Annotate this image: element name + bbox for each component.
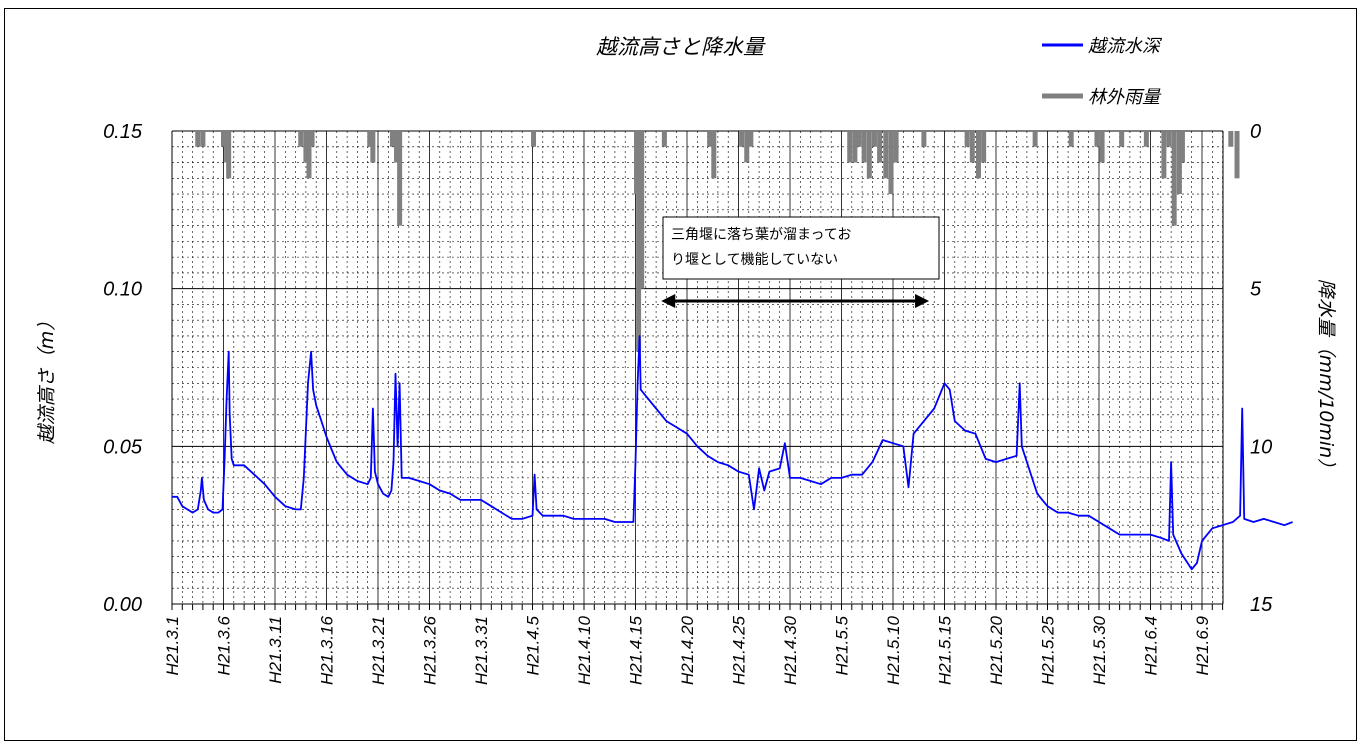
x-tick-label: H21.5.30 xyxy=(1090,615,1109,685)
rain-bar xyxy=(298,131,304,147)
rain-bar xyxy=(1228,131,1234,147)
x-tick-label: H21.3.1 xyxy=(163,616,182,676)
rain-bar xyxy=(306,131,312,179)
rain-bar xyxy=(1161,131,1167,179)
rain-bar xyxy=(1143,131,1149,147)
x-tick-label: H21.6.9 xyxy=(1193,615,1212,675)
rain-bar xyxy=(200,131,206,147)
x-tick-label: H21.4.25 xyxy=(730,615,749,685)
x-tick-label: H21.3.31 xyxy=(472,616,491,685)
rain-bar xyxy=(397,131,403,226)
rain-bar xyxy=(1032,131,1038,147)
rain-bar xyxy=(969,131,975,163)
rain-bar xyxy=(394,131,400,163)
rain-bar xyxy=(1176,131,1182,195)
rain-bar xyxy=(888,131,894,195)
rain-bar xyxy=(1166,131,1172,147)
rain-bar xyxy=(893,131,899,163)
annotation-line-2: り堰として機能していない xyxy=(671,252,838,268)
rain-bar xyxy=(744,131,750,163)
y-axis-left-ticks: 0.00 0.05 0.10 0.15 xyxy=(103,121,143,616)
x-tick-label: H21.4.10 xyxy=(575,615,594,685)
rain-bar xyxy=(921,131,927,147)
x-tick-label: H21.4.5 xyxy=(524,615,543,675)
rain-bar xyxy=(303,131,309,163)
rain-bar xyxy=(639,131,645,289)
rain-bar xyxy=(1094,131,1100,147)
x-tick-label: H21.3.16 xyxy=(318,615,337,685)
y-right-tick-label: 5 xyxy=(1250,279,1262,301)
rain-bar xyxy=(964,131,970,147)
x-tick-label: H21.3.26 xyxy=(421,615,440,685)
x-tick-label: H21.3.11 xyxy=(266,616,285,684)
rain-bar xyxy=(847,131,853,163)
rain-bar xyxy=(748,131,754,147)
rain-bar xyxy=(707,131,713,147)
rain-bar xyxy=(852,131,858,163)
x-tick-label: H21.5.15 xyxy=(936,615,955,685)
series-line-overflow-depth xyxy=(172,335,1293,571)
chart-title: 越流高さと降水量 xyxy=(596,35,766,59)
rain-bar xyxy=(367,131,373,147)
rain-bar xyxy=(221,131,226,147)
y-axis-left-label: 越流高さ（m） xyxy=(36,312,58,445)
y-left-tick-label: 0.10 xyxy=(103,279,142,301)
x-tick-label: H21.5.20 xyxy=(987,615,1006,685)
x-tick-label: H21.5.5 xyxy=(833,615,852,675)
rain-bar xyxy=(861,131,867,163)
y-left-tick-label: 0.05 xyxy=(103,436,143,458)
rain-bar xyxy=(877,131,883,163)
rain-bar xyxy=(975,131,981,179)
rain-bar xyxy=(981,131,987,163)
annotation-line-1: 三角堰に落ち葉が溜まってお xyxy=(671,227,851,243)
annotation-box xyxy=(662,216,940,280)
rain-bar xyxy=(739,131,745,147)
rain-bar xyxy=(370,131,376,163)
x-tick-label: H21.5.25 xyxy=(1039,615,1058,685)
rain-bar xyxy=(1068,131,1074,147)
x-axis-ticks: H21.3.1 H21.3.6 H21.3.11 H21.3.16 H21.3.21 H2… xyxy=(163,615,1212,685)
x-tick-label: H21.4.30 xyxy=(781,615,800,685)
x-tick-label: H21.4.15 xyxy=(627,615,646,685)
y-left-tick-label: 0.15 xyxy=(103,121,143,143)
arrow-head-right xyxy=(915,294,930,308)
rain-bar xyxy=(856,131,862,147)
rain-bar xyxy=(1234,131,1240,179)
y-axis-right-ticks: 0 5 10 15 xyxy=(1250,121,1273,616)
x-tick-label: H21.6.4 xyxy=(1142,616,1161,676)
rain-bar xyxy=(1171,131,1177,226)
legend-label-overflow-depth: 越流水深 xyxy=(1088,36,1163,57)
rain-bar xyxy=(1179,131,1185,163)
y-axis-right-label: 降水量（mm/10min） xyxy=(1315,279,1337,477)
y-left-tick-label: 0.00 xyxy=(103,594,142,616)
x-tick-label: H21.5.10 xyxy=(884,615,903,685)
rainfall-bars xyxy=(195,131,1240,352)
x-tick-label: H21.3.6 xyxy=(215,615,234,675)
rain-bar xyxy=(226,131,232,179)
rain-bar xyxy=(1099,131,1105,163)
rain-bar xyxy=(866,131,872,179)
rain-bar xyxy=(389,131,395,147)
x-tick-label: H21.3.21 xyxy=(369,616,388,685)
y-right-tick-label: 10 xyxy=(1250,436,1272,458)
grid xyxy=(171,130,1224,610)
x-tick-label: H21.4.20 xyxy=(678,615,697,685)
y-right-tick-label: 15 xyxy=(1250,594,1273,616)
rain-bar xyxy=(661,131,667,147)
rain-bar xyxy=(711,131,717,179)
legend: 越流水深 林外雨量 xyxy=(1042,36,1163,108)
rain-bar xyxy=(636,131,642,352)
arrow-head-left xyxy=(661,294,676,308)
y-right-tick-label: 0 xyxy=(1250,121,1261,143)
rain-bar xyxy=(883,131,889,179)
annotation: 三角堰に落ち葉が溜まってお り堰として機能していない xyxy=(661,216,940,308)
rain-bar xyxy=(1119,131,1125,147)
legend-label-rainfall: 林外雨量 xyxy=(1088,87,1162,108)
rain-bar xyxy=(309,131,315,147)
rain-bar xyxy=(195,131,201,147)
rain-bar xyxy=(531,131,537,147)
rain-bar xyxy=(871,131,877,147)
